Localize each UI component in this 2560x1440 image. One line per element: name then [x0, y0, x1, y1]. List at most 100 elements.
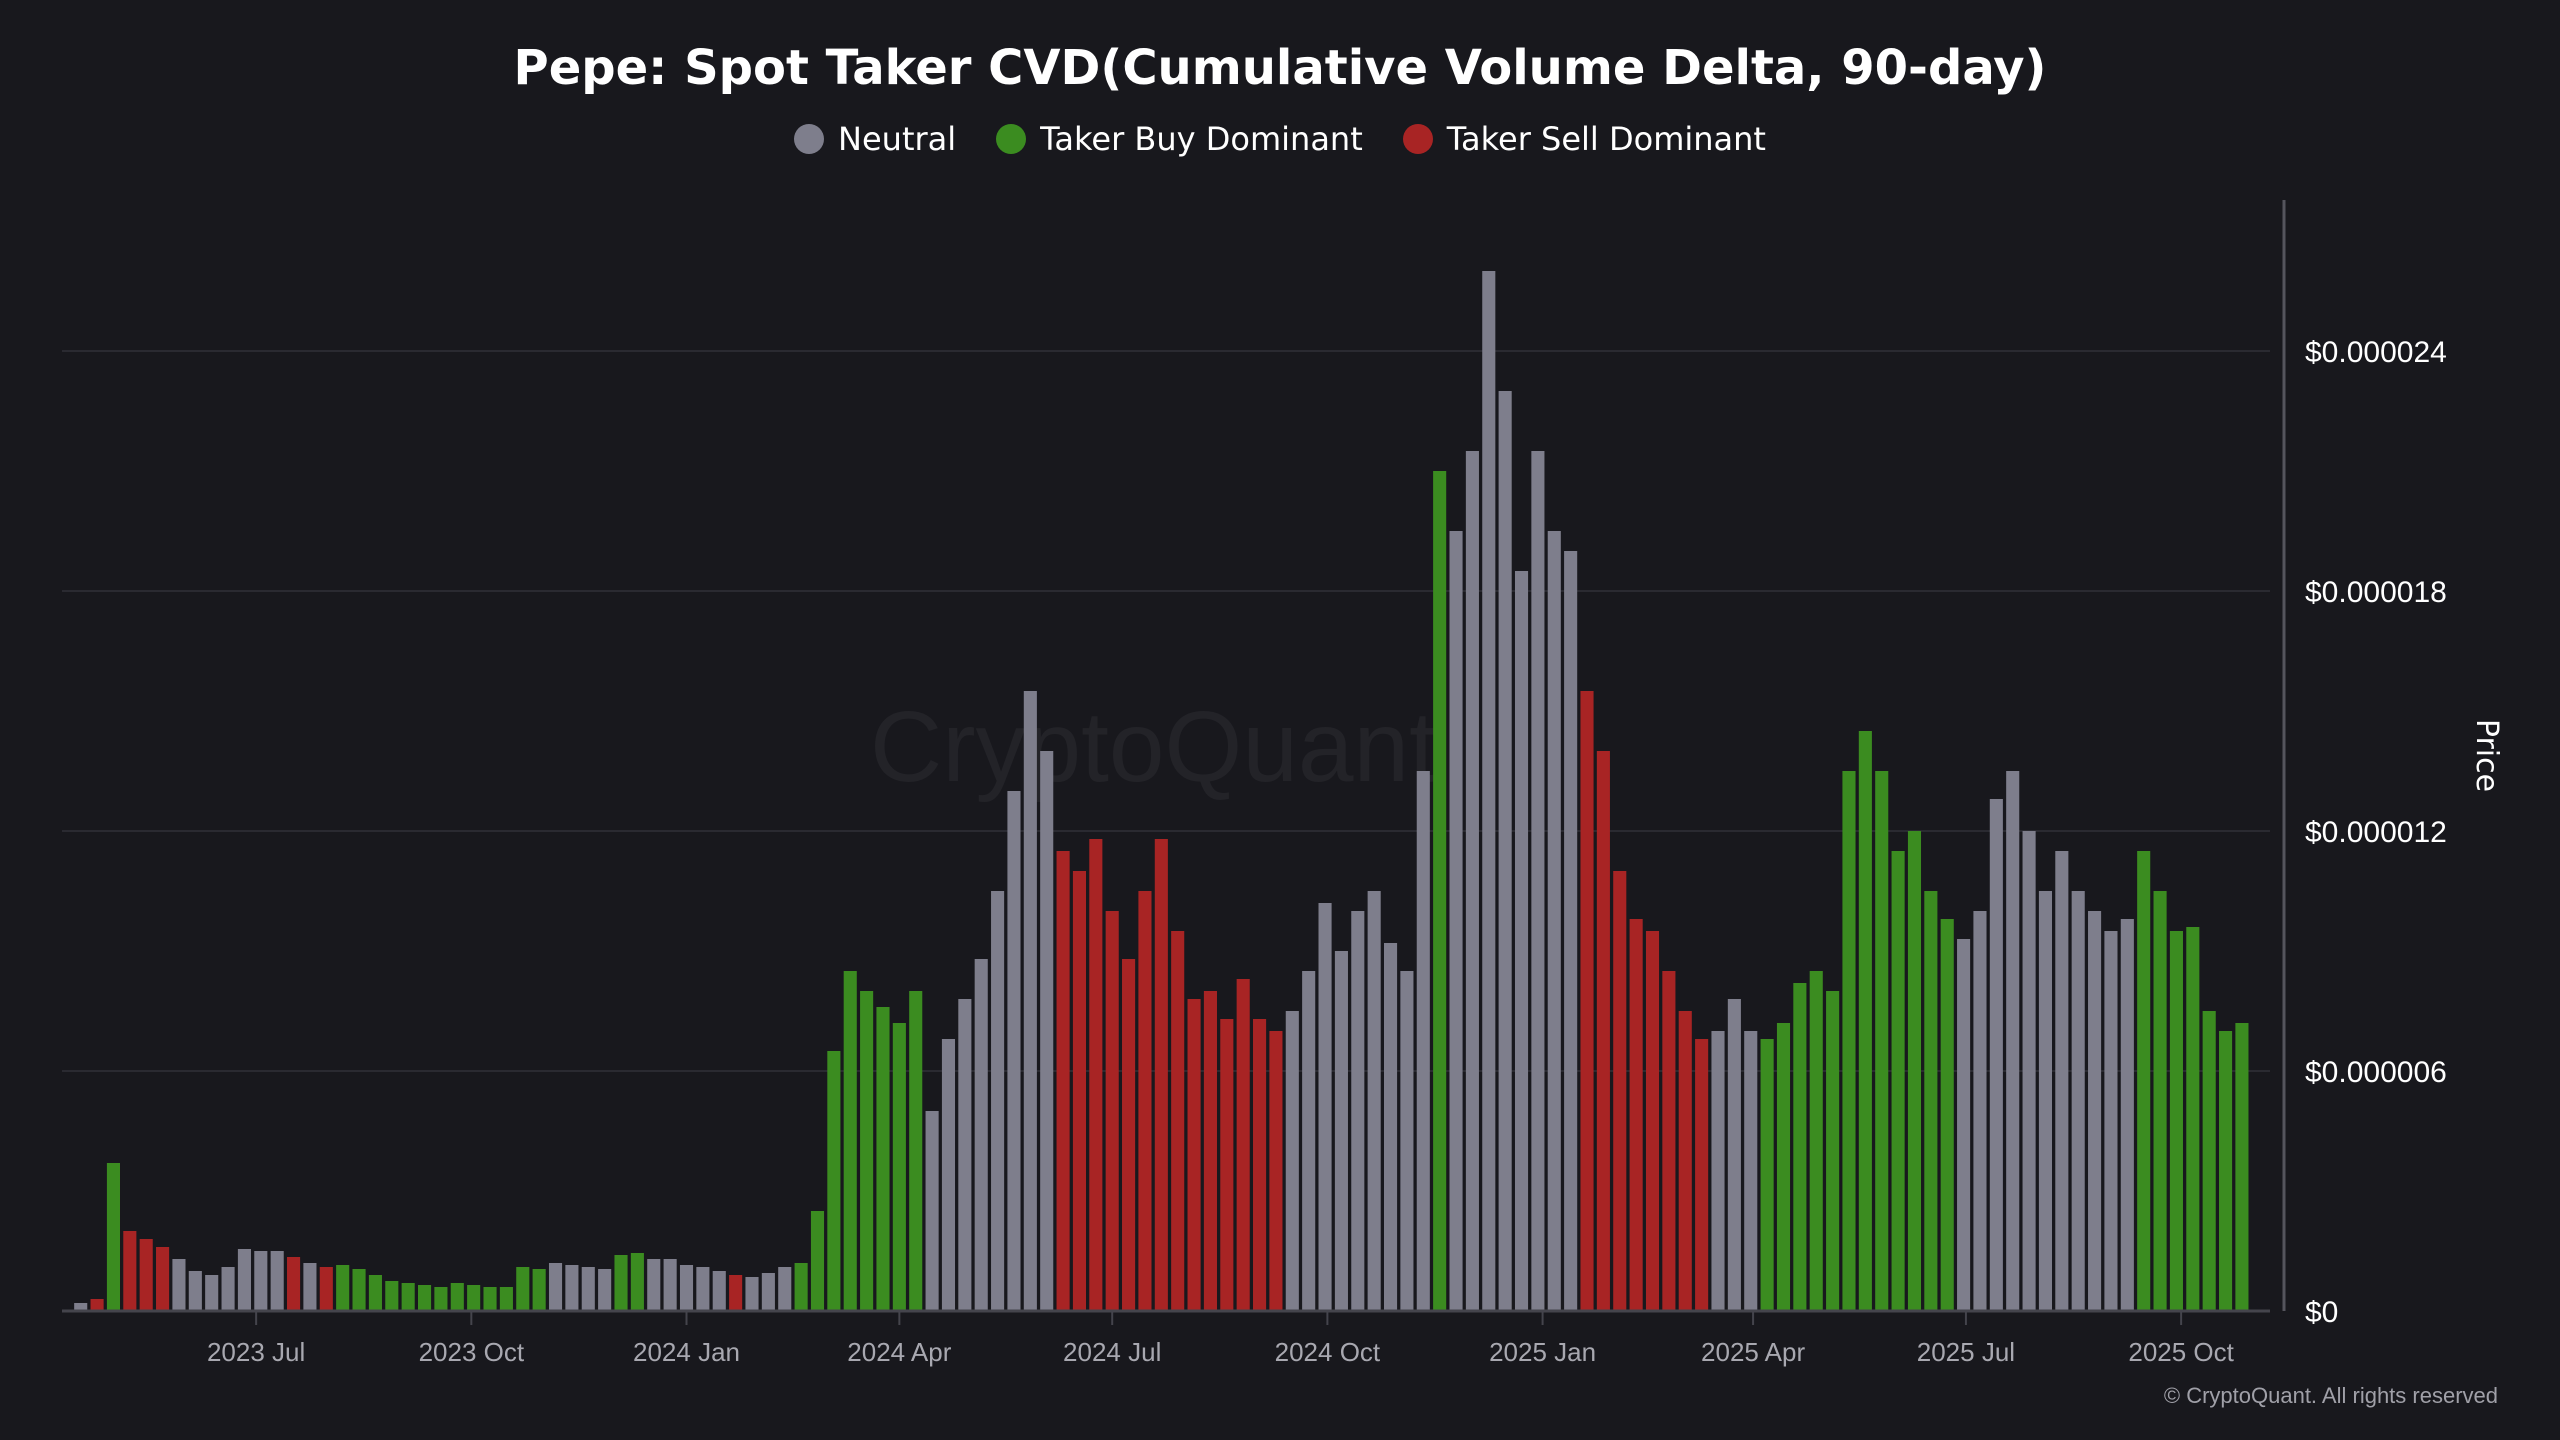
bar	[385, 1281, 399, 1311]
legend-item-taker-buy[interactable]: Taker Buy Dominant	[996, 120, 1363, 158]
bar	[827, 1051, 841, 1311]
bar	[417, 1285, 432, 1311]
bar	[1547, 531, 1561, 1311]
bar	[532, 1269, 546, 1311]
bar	[1220, 1019, 1234, 1311]
bar	[1253, 1019, 1267, 1311]
bar	[74, 1303, 88, 1311]
bar	[352, 1269, 366, 1311]
bar	[1105, 911, 1119, 1311]
bar	[581, 1267, 595, 1311]
bar	[2153, 891, 2167, 1311]
bar	[1629, 919, 1643, 1311]
bar	[156, 1247, 170, 1311]
bar	[810, 1211, 825, 1311]
legend-item-taker-sell[interactable]: Taker Sell Dominant	[1402, 120, 1766, 158]
bar	[483, 1287, 497, 1311]
bar	[1433, 471, 1447, 1311]
bar	[401, 1283, 415, 1311]
bar	[860, 991, 874, 1311]
bar	[941, 1039, 956, 1311]
bar	[516, 1267, 530, 1311]
bar	[696, 1267, 710, 1311]
bar	[499, 1287, 513, 1311]
bar	[548, 1263, 563, 1311]
bar	[1891, 851, 1905, 1311]
bar	[1989, 799, 2003, 1311]
bar	[1793, 983, 1807, 1311]
legend-label: Taker Buy Dominant	[1040, 120, 1363, 158]
x-tick-label: 2025 Oct	[2128, 1337, 2234, 1367]
legend-label: Neutral	[838, 120, 957, 158]
bar	[336, 1265, 350, 1311]
legend-dot-icon	[996, 124, 1027, 154]
legend-dot-icon	[1402, 124, 1433, 154]
bar	[287, 1257, 301, 1311]
bar	[1154, 839, 1168, 1311]
bar	[909, 991, 923, 1311]
bar	[106, 1163, 121, 1311]
bar	[172, 1259, 186, 1311]
bar	[1907, 831, 1922, 1311]
bar	[221, 1267, 235, 1311]
bar	[925, 1111, 939, 1311]
bar	[1138, 891, 1152, 1311]
bar	[1662, 971, 1676, 1311]
x-tick-label: 2025 Jul	[1917, 1337, 2015, 1367]
bar	[2055, 851, 2069, 1311]
legend: Neutral Taker Buy Dominant Taker Sell Do…	[0, 120, 2560, 158]
legend-label: Taker Sell Dominant	[1446, 120, 1766, 158]
bar	[1564, 551, 1578, 1311]
bar	[467, 1285, 481, 1311]
bar	[2006, 771, 2020, 1311]
bar	[1858, 731, 1872, 1311]
bar	[843, 971, 857, 1311]
bar	[237, 1249, 251, 1311]
bar	[876, 1007, 890, 1311]
bar	[90, 1299, 104, 1311]
x-tick-label: 2024 Jan	[633, 1337, 740, 1367]
bar	[679, 1265, 694, 1311]
bar	[1334, 951, 1348, 1311]
bar	[1089, 839, 1103, 1311]
bar	[565, 1265, 579, 1311]
bar	[139, 1239, 153, 1311]
bar	[1744, 1031, 1758, 1311]
y-tick-label: $0.000006	[2305, 1056, 2447, 1089]
bar	[1531, 451, 1545, 1311]
bar	[2088, 911, 2102, 1311]
bar	[2169, 931, 2183, 1311]
bar	[974, 959, 988, 1311]
bar	[1842, 771, 1856, 1311]
bar	[1367, 891, 1381, 1311]
bar	[2219, 1031, 2233, 1311]
x-tick-label: 2023 Oct	[419, 1337, 525, 1367]
bar	[2071, 891, 2085, 1311]
bar	[2235, 1023, 2249, 1311]
bar	[712, 1271, 726, 1311]
bar	[254, 1251, 268, 1311]
bar	[2137, 851, 2151, 1311]
y-axis-label: Price	[2469, 718, 2505, 793]
bar	[794, 1263, 808, 1311]
bar	[1613, 871, 1627, 1311]
legend-item-neutral[interactable]: Neutral	[794, 120, 956, 158]
bar	[1596, 751, 1610, 1311]
copyright: © CryptoQuant. All rights reserved	[2163, 1383, 2498, 1408]
bar	[2104, 931, 2118, 1311]
bar	[1171, 931, 1185, 1311]
bar	[1072, 871, 1087, 1311]
bar	[1498, 391, 1512, 1311]
bar	[1318, 903, 1332, 1311]
bar	[1040, 751, 1054, 1311]
bar	[1826, 991, 1840, 1311]
bar	[1285, 1011, 1299, 1311]
bar	[647, 1259, 661, 1311]
bar	[1269, 1031, 1283, 1311]
x-tick-label: 2024 Jul	[1063, 1337, 1161, 1367]
y-tick-label: $0	[2305, 1296, 2338, 1329]
bar	[1465, 451, 1479, 1311]
bar	[958, 999, 972, 1311]
bar	[598, 1269, 612, 1311]
